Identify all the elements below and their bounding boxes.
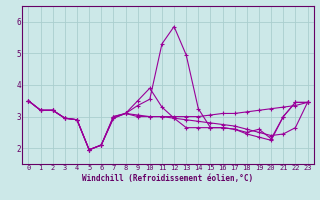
X-axis label: Windchill (Refroidissement éolien,°C): Windchill (Refroidissement éolien,°C): [83, 174, 253, 183]
